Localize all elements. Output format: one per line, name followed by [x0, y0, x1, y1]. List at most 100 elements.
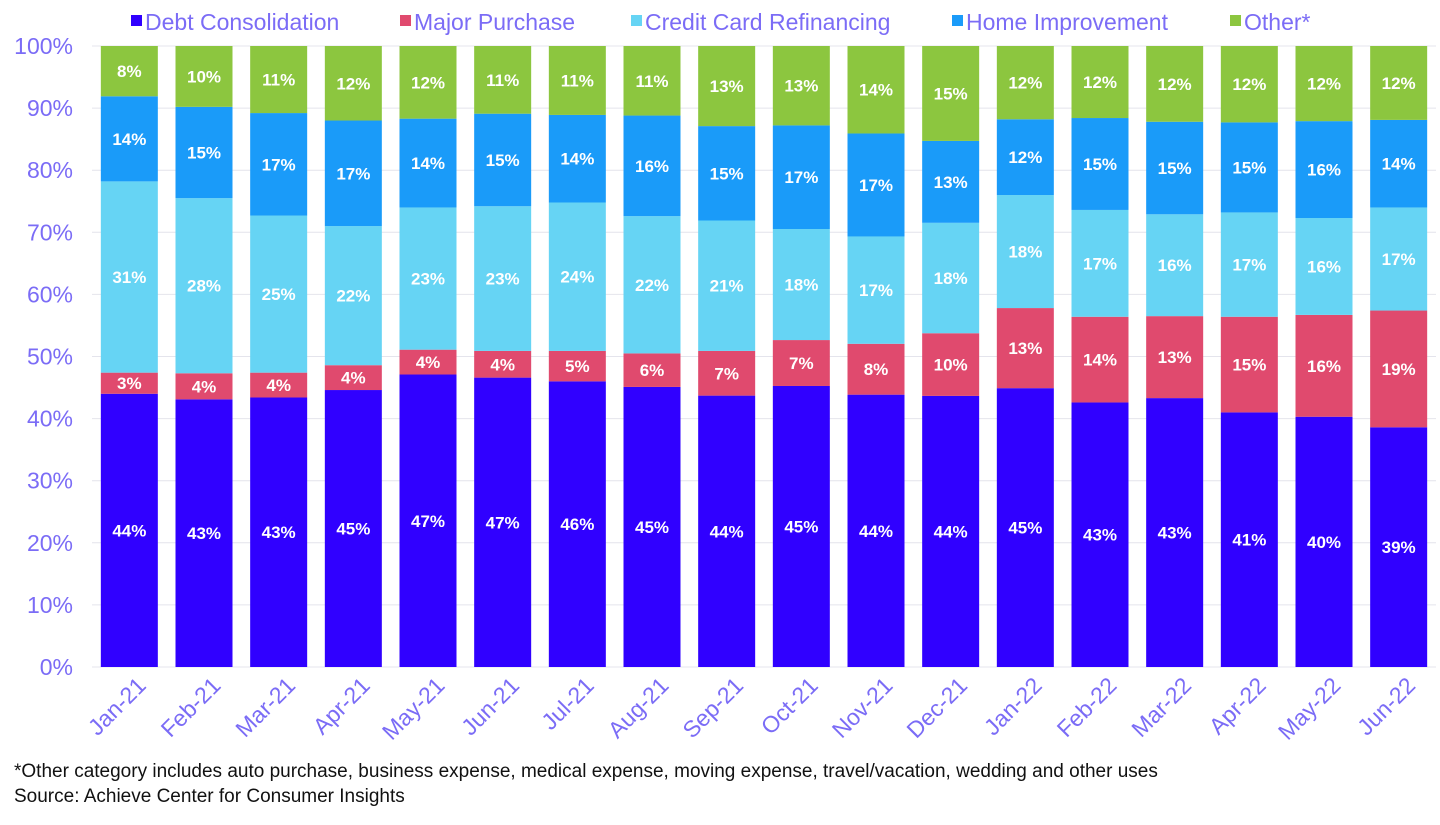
legend-swatch: [1230, 15, 1241, 26]
bar-segment-credit-card-refinancing: [474, 206, 532, 351]
data-label-debt-consolidation: 45%: [784, 517, 818, 536]
bar-segment-debt-consolidation: [474, 377, 532, 667]
data-label-home-improvement: 14%: [560, 150, 594, 169]
bar-segment-home-improvement: [474, 113, 532, 207]
data-label-credit-card-refinancing: 25%: [262, 285, 296, 304]
legend-item: Debt Consolidation: [131, 9, 339, 35]
bar-segment-other: [623, 46, 681, 116]
data-label-major-purchase: 3%: [117, 374, 142, 393]
bar-segment-major-purchase: [772, 340, 830, 386]
data-label-debt-consolidation: 43%: [262, 523, 296, 542]
bar-segment-major-purchase: [1071, 316, 1129, 403]
data-label-major-purchase: 4%: [490, 355, 515, 374]
data-label-debt-consolidation: 47%: [486, 513, 520, 532]
y-tick-label: 90%: [27, 95, 73, 121]
bar-segment-credit-card-refinancing: [1370, 207, 1428, 311]
y-tick-label: 20%: [27, 530, 73, 556]
bar-segment-major-purchase: [100, 372, 158, 394]
bar-segment-debt-consolidation: [250, 397, 308, 667]
legend-item: Home Improvement: [952, 9, 1169, 35]
legend-item: Major Purchase: [400, 9, 575, 35]
data-label-other: 12%: [1083, 73, 1117, 92]
legend-swatch: [400, 15, 411, 26]
y-tick-label: 60%: [27, 281, 73, 307]
bar-segment-credit-card-refinancing: [548, 202, 606, 351]
legend-label: Debt Consolidation: [145, 9, 339, 35]
bar-segment-major-purchase: [1220, 316, 1278, 413]
data-label-home-improvement: 14%: [1382, 155, 1416, 174]
data-label-home-improvement: 12%: [1008, 148, 1042, 167]
legend-swatch: [952, 15, 963, 26]
x-tick-label: Mar-22: [1126, 672, 1196, 742]
data-label-home-improvement: 16%: [1307, 161, 1341, 180]
x-tick-label: Jun-22: [1352, 672, 1420, 740]
x-tick-label: Mar-21: [230, 672, 300, 742]
bar-segment-home-improvement: [548, 114, 606, 203]
data-label-other: 11%: [635, 72, 668, 91]
data-label-home-improvement: 14%: [112, 130, 146, 149]
bar-segment-credit-card-refinancing: [1220, 212, 1278, 317]
data-label-other: 14%: [859, 81, 893, 100]
data-label-home-improvement: 17%: [859, 176, 893, 195]
data-label-home-improvement: 15%: [1158, 159, 1192, 178]
y-tick-label: 80%: [27, 157, 73, 183]
data-label-major-purchase: 10%: [934, 356, 968, 375]
data-label-other: 12%: [411, 73, 445, 92]
data-label-major-purchase: 13%: [1158, 348, 1192, 367]
bar-segment-home-improvement: [772, 125, 830, 230]
bar-segment-credit-card-refinancing: [847, 236, 905, 344]
bar-segment-debt-consolidation: [922, 395, 980, 667]
data-label-other: 12%: [1232, 75, 1266, 94]
y-tick-label: 70%: [27, 219, 73, 245]
data-label-debt-consolidation: 45%: [1008, 519, 1042, 538]
data-label-other: 8%: [117, 62, 142, 81]
bar-segment-home-improvement: [324, 120, 382, 227]
data-label-major-purchase: 7%: [789, 354, 814, 373]
data-label-credit-card-refinancing: 18%: [934, 269, 968, 288]
data-label-debt-consolidation: 45%: [336, 520, 370, 539]
bar-segment-debt-consolidation: [623, 386, 681, 667]
data-label-other: 12%: [336, 74, 370, 93]
bar-segment-debt-consolidation: [698, 395, 756, 667]
data-label-home-improvement: 15%: [710, 164, 744, 183]
data-label-other: 13%: [710, 77, 744, 96]
x-tick-label: Jan-21: [83, 672, 151, 740]
data-label-major-purchase: 6%: [640, 361, 665, 380]
bar-segment-credit-card-refinancing: [175, 198, 233, 374]
x-tick-label: Oct-21: [756, 672, 823, 739]
bar-segment-home-improvement: [1370, 119, 1428, 208]
data-label-credit-card-refinancing: 16%: [1158, 256, 1192, 275]
bar-segment-other: [1370, 46, 1428, 120]
bar-segment-debt-consolidation: [996, 388, 1054, 667]
bar-segment-other: [847, 46, 905, 134]
data-label-other: 15%: [934, 84, 968, 103]
data-label-debt-consolidation: 39%: [1382, 538, 1416, 557]
data-label-home-improvement: 17%: [336, 164, 370, 183]
bar-segment-home-improvement: [399, 118, 457, 208]
y-tick-label: 50%: [27, 344, 73, 370]
data-label-debt-consolidation: 44%: [710, 522, 744, 541]
x-tick-label: Apr-21: [308, 672, 375, 739]
bar-segment-other: [250, 46, 308, 114]
bar-segment-debt-consolidation: [175, 399, 233, 667]
data-label-home-improvement: 13%: [934, 173, 968, 192]
data-label-credit-card-refinancing: 23%: [411, 270, 445, 289]
bar-segment-home-improvement: [250, 113, 308, 216]
bar-segment-credit-card-refinancing: [250, 215, 308, 373]
data-label-home-improvement: 15%: [1232, 158, 1266, 177]
bar-segment-other: [324, 46, 382, 121]
x-tick-label: Jul-21: [536, 672, 599, 735]
data-label-home-improvement: 17%: [262, 155, 296, 174]
data-label-credit-card-refinancing: 18%: [784, 276, 818, 295]
y-tick-label: 40%: [27, 406, 73, 432]
bar-segment-other: [100, 46, 158, 97]
bar-segment-other: [1146, 46, 1204, 122]
legend-item: Credit Card Refinancing: [631, 9, 890, 35]
bar-segment-debt-consolidation: [100, 393, 158, 667]
legend-label: Major Purchase: [414, 9, 575, 35]
bar-segment-home-improvement: [1071, 118, 1129, 210]
data-label-debt-consolidation: 44%: [934, 522, 968, 541]
data-label-credit-card-refinancing: 21%: [710, 277, 744, 296]
bar-segment-credit-card-refinancing: [324, 226, 382, 366]
